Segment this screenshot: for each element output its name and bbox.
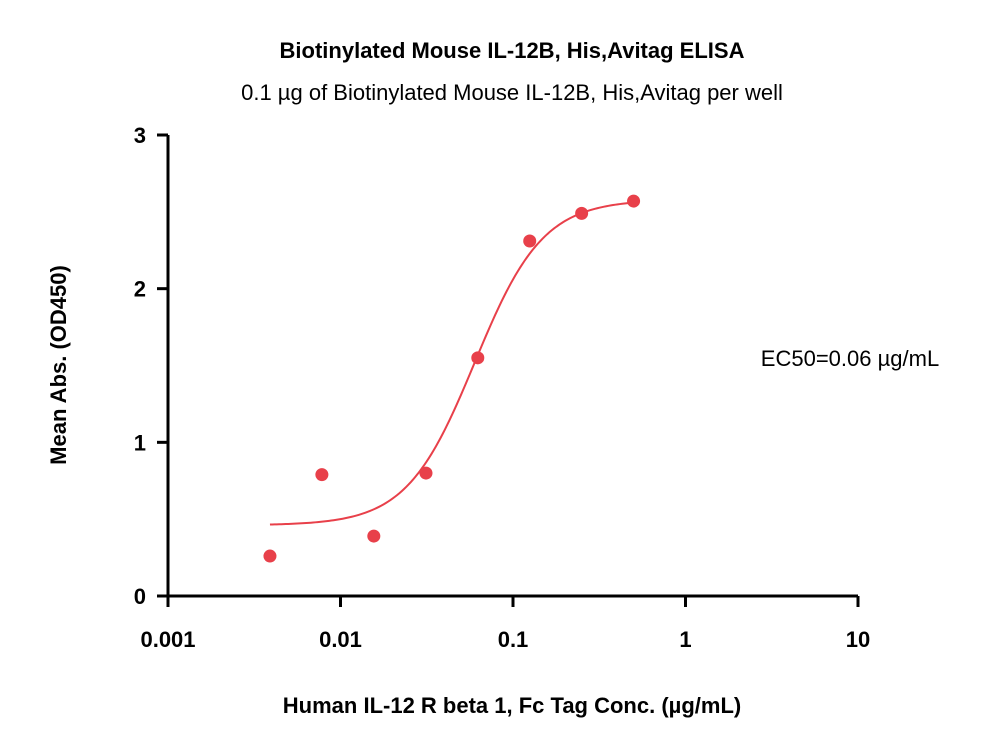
x-ticks: 0.001 0.01 0.1 1 10 <box>140 596 870 652</box>
x-tick-label: 0.1 <box>498 627 529 652</box>
y-tick-label: 0 <box>134 584 146 609</box>
axes <box>166 135 858 598</box>
y-axis-title: Mean Abs. (OD450) <box>46 265 71 465</box>
fit-curve <box>269 201 634 526</box>
data-point <box>523 234 537 248</box>
data-point <box>471 351 485 365</box>
data-point <box>367 529 381 543</box>
data-point <box>315 468 329 482</box>
x-tick-label: 10 <box>846 627 870 652</box>
data-points <box>263 194 641 563</box>
ec50-annotation: EC50=0.06 µg/mL <box>761 346 939 371</box>
chart-subtitle: 0.1 µg of Biotinylated Mouse IL-12B, His… <box>241 80 783 105</box>
y-ticks: 0 1 2 3 <box>134 123 168 609</box>
data-point <box>627 194 641 208</box>
data-point <box>263 549 277 563</box>
y-tick-label: 2 <box>134 277 146 302</box>
x-tick-label: 0.001 <box>140 627 195 652</box>
x-tick-label: 0.01 <box>319 627 362 652</box>
x-axis-title: Human IL-12 R beta 1, Fc Tag Conc. (µg/m… <box>283 693 741 718</box>
x-tick-label: 1 <box>679 627 691 652</box>
y-tick-label: 1 <box>134 430 146 455</box>
chart-title: Biotinylated Mouse IL-12B, His,Avitag EL… <box>280 38 745 63</box>
data-point <box>419 466 433 480</box>
data-point <box>575 206 589 220</box>
y-tick-label: 3 <box>134 123 146 148</box>
